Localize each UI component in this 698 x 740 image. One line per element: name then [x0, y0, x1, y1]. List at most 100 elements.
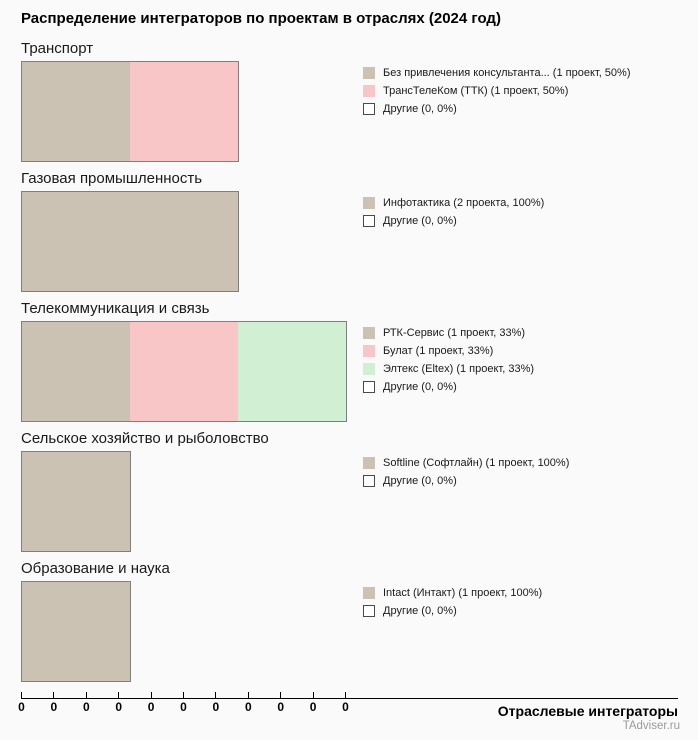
legend-label: ТрансТелеКом (ТТК) (1 проект, 50%): [383, 85, 569, 97]
bar-row: Intact (Интакт) (1 проект, 100%) Другие (…: [21, 581, 678, 682]
axis-tick-label: 0: [309, 700, 317, 714]
bar-segment: [22, 62, 130, 161]
chart-section: Транспорт Без привлечения консультанта...…: [21, 40, 678, 162]
legend-label: Intact (Интакт) (1 проект, 100%): [383, 587, 543, 599]
bar-segment: [22, 322, 130, 421]
axis-tick-label: 0: [342, 700, 349, 714]
legend-swatch-icon: [363, 587, 375, 599]
legend-swatch-icon: [363, 327, 375, 339]
axis-tick: [247, 692, 249, 698]
bar-segment: [130, 322, 238, 421]
axis-tick-label: 0: [212, 700, 220, 714]
bar-row: Без привлечения консультанта... (1 проек…: [21, 61, 678, 162]
legend-swatch-icon: [363, 103, 375, 115]
legend-row: Булат (1 проект, 33%): [363, 342, 534, 360]
section-heading: Образование и наука: [21, 560, 170, 577]
chart-section: Образование и наука Intact (Интакт) (1 пр…: [21, 560, 678, 682]
legend-label: Другие (0, 0%): [383, 215, 457, 227]
axis-tick: [183, 692, 184, 698]
chart-title: Распределение интеграторов по проектам в…: [21, 10, 501, 27]
axis-tick-label: 0: [244, 700, 252, 714]
axis-tick: [21, 692, 22, 698]
bar-segment: [22, 192, 238, 291]
legend: Softline (Софтлайн) (1 проект, 100%) Друг…: [363, 454, 569, 490]
legend-swatch-icon: [363, 67, 375, 79]
legend-row: Без привлечения консультанта... (1 проек…: [363, 64, 631, 82]
bar-segment: [238, 322, 346, 421]
legend-swatch-icon: [363, 605, 375, 617]
axis-tick: [312, 692, 314, 698]
stacked-bar: [21, 581, 131, 682]
bar-row: РТК-Сервис (1 проект, 33%) Булат (1 проек…: [21, 321, 678, 422]
section-heading: Газовая промышленность: [21, 170, 203, 187]
axis-tick-label: 0: [180, 700, 187, 714]
chart-section: Сельское хозяйство и рыболовство Softline…: [21, 430, 678, 552]
stacked-bar: [21, 61, 239, 162]
legend-label: Инфотактика (2 проекта, 100%): [383, 197, 545, 209]
legend-row: Другие (0, 0%): [363, 378, 534, 396]
legend-swatch-icon: [363, 457, 375, 469]
legend-row: Другие (0, 0%): [363, 602, 542, 620]
chart-sections: Транспорт Без привлечения консультанта...…: [21, 40, 678, 682]
bar-row: Softline (Софтлайн) (1 проект, 100%) Друг…: [21, 451, 678, 552]
legend-label: Другие (0, 0%): [383, 605, 457, 617]
chart-section: Телекоммуникация и связь РТК-Сервис (1 пр…: [21, 300, 678, 422]
x-axis-line: [21, 698, 678, 699]
legend-label: Softline (Софтлайн) (1 проект, 100%): [383, 457, 570, 469]
legend-row: Другие (0, 0%): [363, 472, 569, 490]
legend-row: Softline (Софтлайн) (1 проект, 100%): [363, 454, 569, 472]
legend-label: Другие (0, 0%): [383, 381, 457, 393]
stacked-bar: [21, 451, 131, 552]
axis-tick: [345, 692, 346, 698]
axis-tick-label: 0: [18, 700, 25, 714]
legend-label: Другие (0, 0%): [383, 475, 457, 487]
bar-segment: [22, 452, 130, 551]
legend-swatch-icon: [363, 85, 375, 97]
legend: РТК-Сервис (1 проект, 33%) Булат (1 проек…: [363, 324, 534, 396]
section-heading: Сельское хозяйство и рыболовство: [21, 430, 269, 447]
axis-tick: [280, 692, 282, 698]
axis-tick: [150, 692, 152, 698]
bar-segment: [22, 582, 130, 681]
legend-label: Элтекс (Eltex) (1 проект, 33%): [383, 363, 535, 375]
legend-row: Другие (0, 0%): [363, 212, 544, 230]
bar-segment: [130, 62, 238, 161]
stacked-bar: [21, 191, 239, 292]
axis-tick-label: 0: [147, 700, 155, 714]
chart-section: Газовая промышленность Инфотактика (2 про…: [21, 170, 678, 292]
legend-row: РТК-Сервис (1 проект, 33%): [363, 324, 534, 342]
stacked-bar: [21, 321, 347, 422]
legend: Без привлечения консультанта... (1 проек…: [363, 64, 631, 118]
legend-label: РТК-Сервис (1 проект, 33%): [383, 327, 526, 339]
x-axis: 0 0 0 0 0 0 0 0 0 0 0 Отраслевые интеграторы TAdvi…: [18, 690, 680, 738]
axis-tick: [53, 692, 55, 698]
legend-swatch-icon: [363, 363, 375, 375]
legend-swatch-icon: [363, 475, 375, 487]
section-heading: Транспорт: [21, 40, 94, 57]
section-heading: Телекоммуникация и связь: [21, 300, 210, 317]
legend-swatch-icon: [363, 345, 375, 357]
axis-tick-label: 0: [82, 700, 90, 714]
legend-label: Другие (0, 0%): [383, 103, 457, 115]
axis-tick: [118, 692, 120, 698]
legend-row: Элтекс (Eltex) (1 проект, 33%): [363, 360, 534, 378]
legend-swatch-icon: [363, 381, 375, 393]
axis-tick: [85, 692, 87, 698]
axis-tick: [215, 692, 217, 698]
x-axis-title: Отраслевые интеграторы: [497, 703, 678, 719]
axis-tick-label: 0: [50, 700, 58, 714]
legend: Инфотактика (2 проекта, 100%) Другие (0, …: [363, 194, 544, 230]
legend-row: Инфотактика (2 проекта, 100%): [363, 194, 544, 212]
axis-tick-label: 0: [277, 700, 285, 714]
legend-label: Без привлечения консультанта... (1 проек…: [383, 67, 631, 79]
legend-row: Другие (0, 0%): [363, 100, 631, 118]
legend-row: ТрансТелеКом (ТТК) (1 проект, 50%): [363, 82, 631, 100]
legend-row: Intact (Интакт) (1 проект, 100%): [363, 584, 542, 602]
bar-row: Инфотактика (2 проекта, 100%) Другие (0, …: [21, 191, 678, 292]
tadviser-watermark: TAdviser.ru: [622, 720, 680, 732]
legend-swatch-icon: [363, 215, 375, 227]
axis-tick-label: 0: [115, 700, 123, 714]
legend-swatch-icon: [363, 197, 375, 209]
legend: Intact (Интакт) (1 проект, 100%) Другие (…: [363, 584, 542, 620]
